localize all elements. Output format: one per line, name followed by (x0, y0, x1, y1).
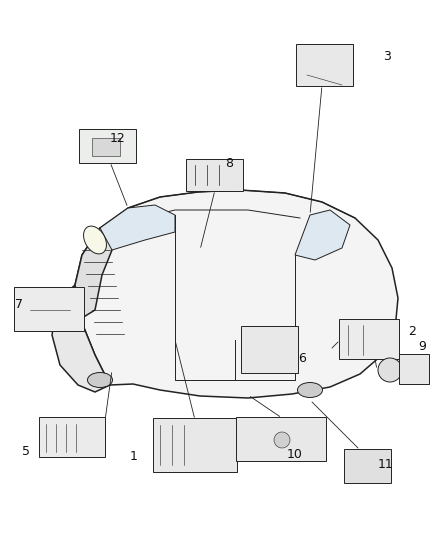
FancyBboxPatch shape (339, 319, 399, 359)
PathPatch shape (100, 205, 175, 250)
Text: 6: 6 (298, 352, 306, 365)
FancyBboxPatch shape (153, 418, 237, 472)
PathPatch shape (52, 285, 110, 392)
Circle shape (274, 432, 290, 448)
FancyBboxPatch shape (296, 44, 353, 86)
Text: 3: 3 (383, 50, 391, 63)
Text: 12: 12 (110, 132, 126, 145)
PathPatch shape (75, 222, 115, 318)
FancyBboxPatch shape (399, 354, 429, 384)
Text: 9: 9 (418, 340, 426, 353)
Ellipse shape (84, 226, 106, 254)
FancyBboxPatch shape (236, 417, 326, 461)
FancyBboxPatch shape (14, 287, 84, 331)
Text: 11: 11 (378, 458, 394, 471)
Ellipse shape (88, 373, 113, 387)
Bar (92, 138, 120, 156)
Text: 5: 5 (22, 445, 30, 458)
Circle shape (378, 358, 402, 382)
FancyBboxPatch shape (186, 159, 243, 191)
Text: 8: 8 (225, 157, 233, 170)
FancyBboxPatch shape (241, 326, 298, 373)
FancyBboxPatch shape (39, 417, 105, 457)
FancyBboxPatch shape (79, 129, 136, 163)
Text: 2: 2 (408, 325, 416, 338)
Ellipse shape (297, 383, 322, 398)
PathPatch shape (75, 190, 398, 398)
Text: 7: 7 (15, 298, 23, 311)
PathPatch shape (295, 210, 350, 260)
FancyBboxPatch shape (344, 449, 391, 483)
Text: 10: 10 (287, 448, 303, 461)
Text: 1: 1 (130, 450, 138, 463)
